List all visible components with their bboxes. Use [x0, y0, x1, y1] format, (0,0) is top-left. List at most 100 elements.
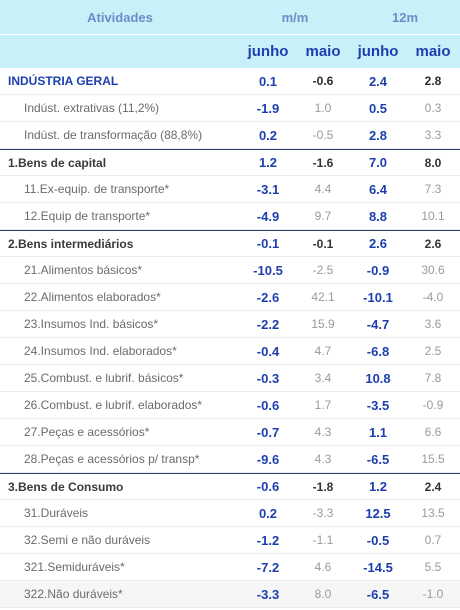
row-label: 25.Combust. e lubrif. básicos*	[24, 371, 184, 385]
cell-mm-junho: -9.6	[256, 451, 280, 467]
cell-12m-maio: 15.5	[421, 452, 445, 466]
cell-12m-junho: -0.9	[366, 262, 390, 278]
table-row: INDÚSTRIA GERAL 0.1 -0.6 2.4 2.8	[0, 68, 460, 95]
cell-mm-junho: 0.2	[258, 505, 278, 521]
cell-12m-junho: -3.5	[366, 397, 390, 413]
table-row: Indúst. de transformação (88,8%) 0.2 -0.…	[0, 122, 460, 149]
row-label: Indúst. de transformação (88,8%)	[24, 128, 203, 142]
cell-mm-junho: -2.6	[256, 289, 280, 305]
row-label: 3.Bens de Consumo	[8, 479, 124, 494]
table-row: 11.Ex-equip. de transporte* -3.1 4.4 6.4…	[0, 176, 460, 203]
header-12m: 12m	[391, 9, 419, 25]
row-label: 23.Insumos Ind. básicos*	[24, 317, 159, 331]
cell-12m-junho: 1.1	[368, 424, 388, 440]
cell-mm-junho: -1.2	[256, 532, 280, 548]
cell-12m-junho: 0.5	[368, 100, 388, 116]
cell-mm-maio: 4.3	[314, 425, 332, 439]
table-row: 1.Bens de capital 1.2 -1.6 7.0 8.0	[0, 149, 460, 176]
cell-12m-junho: 2.6	[368, 236, 388, 251]
row-label: INDÚSTRIA GERAL	[8, 74, 119, 88]
cell-mm-maio: 1.7	[314, 398, 332, 412]
row-label: 26.Combust. e lubrif. elaborados*	[24, 398, 203, 412]
cell-mm-maio: -0.1	[312, 236, 334, 251]
cell-12m-junho: 1.2	[368, 479, 388, 494]
table-row: 31.Duráveis 0.2 -3.3 12.5 13.5	[0, 500, 460, 527]
cell-12m-maio: 8.0	[424, 155, 442, 170]
cell-mm-maio: -1.8	[312, 479, 334, 494]
header-12m-junho: junho	[357, 43, 399, 60]
cell-mm-junho: -0.7	[256, 424, 280, 440]
cell-12m-junho: 6.4	[368, 181, 388, 197]
table-row: 22.Alimentos elaborados* -2.6 42.1 -10.1…	[0, 284, 460, 311]
cell-12m-junho: 12.5	[365, 505, 391, 521]
header-row-sub: junho maio junho maio	[0, 34, 460, 68]
cell-12m-maio: 0.3	[424, 101, 442, 115]
table-row: 24.Insumos Ind. elaborados* -0.4 4.7 -6.…	[0, 338, 460, 365]
cell-mm-junho: -7.2	[256, 559, 280, 575]
cell-mm-junho: -10.5	[253, 262, 283, 278]
cell-12m-junho: 10.8	[365, 370, 391, 386]
cell-mm-junho: 1.2	[258, 155, 278, 170]
cell-12m-maio: 7.3	[424, 182, 442, 196]
table-row: 321.Semiduráveis* -7.2 4.6 -14.5 5.5	[0, 554, 460, 581]
table-body: INDÚSTRIA GERAL 0.1 -0.6 2.4 2.8 Indúst.…	[0, 68, 460, 608]
cell-mm-maio: 4.7	[314, 344, 332, 358]
row-label: 12.Equip de transporte*	[24, 209, 151, 223]
table-row: 28.Peças e acessórios p/ transp* -9.6 4.…	[0, 446, 460, 473]
cell-mm-junho: 0.2	[258, 127, 278, 143]
cell-12m-maio: 7.8	[424, 371, 442, 385]
table-row: 12.Equip de transporte* -4.9 9.7 8.8 10.…	[0, 203, 460, 230]
cell-12m-maio: 2.6	[424, 236, 442, 251]
table-row: Indúst. extrativas (11,2%) -1.9 1.0 0.5 …	[0, 95, 460, 122]
cell-mm-junho: -0.3	[256, 370, 280, 386]
cell-12m-maio: -1.0	[422, 587, 444, 601]
cell-mm-junho: -1.9	[256, 100, 280, 116]
header-mm: m/m	[281, 9, 309, 25]
header-12m-maio: maio	[415, 43, 451, 60]
cell-mm-maio: 1.0	[314, 101, 332, 115]
cell-12m-maio: -0.9	[422, 398, 444, 412]
header-mm-maio: maio	[305, 43, 341, 60]
cell-12m-junho: -6.5	[366, 451, 390, 467]
cell-mm-junho: -2.2	[256, 316, 280, 332]
row-label: Indúst. extrativas (11,2%)	[24, 101, 160, 115]
cell-mm-maio: 15.9	[311, 317, 335, 331]
cell-mm-maio: -1.6	[312, 155, 334, 170]
cell-12m-maio: 3.6	[424, 317, 442, 331]
cell-12m-maio: 30.6	[421, 263, 445, 277]
cell-mm-maio: 4.3	[314, 452, 332, 466]
cell-mm-maio: 4.6	[314, 560, 332, 574]
cell-mm-maio: -2.5	[312, 263, 334, 277]
cell-12m-junho: -10.1	[363, 289, 393, 305]
table-row: 322.Não duráveis* -3.3 8.0 -6.5 -1.0	[0, 581, 460, 608]
cell-12m-junho: 8.8	[368, 208, 388, 224]
cell-12m-junho: -0.5	[366, 532, 390, 548]
cell-12m-maio: -4.0	[422, 290, 444, 304]
row-label: 31.Duráveis	[24, 506, 89, 520]
table-row: 3.Bens de Consumo -0.6 -1.8 1.2 2.4	[0, 473, 460, 500]
row-label: 21.Alimentos básicos*	[24, 263, 143, 277]
cell-12m-maio: 0.7	[424, 533, 442, 547]
cell-mm-junho: -0.4	[256, 343, 280, 359]
cell-12m-maio: 2.4	[424, 479, 442, 494]
cell-mm-maio: 9.7	[314, 209, 332, 223]
cell-12m-junho: -4.7	[366, 316, 390, 332]
cell-12m-maio: 2.8	[424, 74, 442, 88]
row-label: 11.Ex-equip. de transporte*	[24, 182, 170, 196]
row-label: 27.Peças e acessórios*	[24, 425, 150, 439]
cell-mm-junho: -0.1	[256, 236, 280, 251]
cell-12m-maio: 10.1	[421, 209, 445, 223]
cell-mm-junho: -4.9	[256, 208, 280, 224]
header-row-top: Atividades m/m 12m	[0, 0, 460, 34]
cell-12m-maio: 3.3	[424, 128, 442, 142]
cell-mm-maio: 42.1	[311, 290, 335, 304]
row-label: 28.Peças e acessórios p/ transp*	[24, 452, 200, 466]
table-row: 2.Bens intermediários -0.1 -0.1 2.6 2.6	[0, 230, 460, 257]
row-label: 24.Insumos Ind. elaborados*	[24, 344, 177, 358]
row-label: 2.Bens intermediários	[8, 236, 134, 251]
cell-mm-maio: 3.4	[314, 371, 332, 385]
cell-mm-junho: -3.3	[256, 586, 280, 602]
cell-12m-junho: 2.4	[368, 73, 388, 89]
cell-12m-maio: 5.5	[424, 560, 442, 574]
table-row: 32.Semi e não duráveis -1.2 -1.1 -0.5 0.…	[0, 527, 460, 554]
